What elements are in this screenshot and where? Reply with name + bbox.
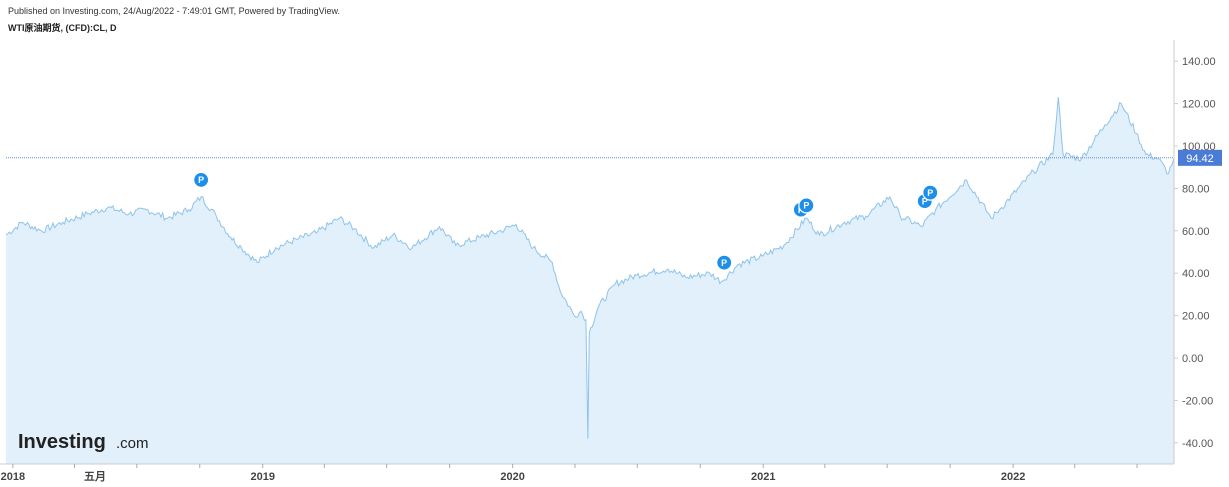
y-tick-label: 100.00 bbox=[1182, 141, 1216, 153]
event-marker[interactable]: P bbox=[716, 254, 733, 271]
symbol-title: WTI原油期货, (CFD):CL, D bbox=[8, 23, 117, 33]
area-layer bbox=[5, 97, 1175, 464]
event-marker-circle[interactable] bbox=[922, 184, 939, 201]
series-line bbox=[5, 97, 1175, 439]
event-marker-label: P bbox=[922, 196, 928, 206]
x-tick-label: 2021 bbox=[751, 471, 775, 483]
y-tick-label: -40.00 bbox=[1182, 438, 1213, 450]
x-tick-label: 2020 bbox=[500, 471, 524, 483]
last-price-tag bbox=[1178, 149, 1222, 166]
x-tick-label: 2019 bbox=[250, 471, 274, 483]
last-price-label: 94.42 bbox=[1186, 153, 1214, 165]
logo-suffix: .com bbox=[116, 435, 149, 452]
event-marker-circle[interactable] bbox=[798, 197, 815, 214]
event-marker-circle[interactable] bbox=[716, 254, 733, 271]
series-area-fill bbox=[6, 97, 1174, 464]
event-marker-label: P bbox=[721, 258, 727, 268]
y-tick-label: 0.00 bbox=[1182, 353, 1203, 365]
investing-logo: Investing .com bbox=[18, 431, 149, 453]
price-line-layer: 94.42 bbox=[6, 149, 1222, 166]
event-marker[interactable]: P bbox=[798, 197, 815, 214]
logo-main: Investing bbox=[18, 431, 106, 453]
x-tick-label: 五月 bbox=[84, 470, 106, 483]
axis-layer: 140.00 120.00 100.00 80.00 60.00 40.00 20.00 0.… bbox=[0, 40, 1216, 483]
event-marker[interactable]: P bbox=[922, 184, 939, 201]
y-tick-label: 80.00 bbox=[1182, 183, 1210, 195]
marker-layer: PPPPPP bbox=[193, 171, 939, 271]
y-tick-label: 20.00 bbox=[1182, 311, 1210, 323]
event-marker-label: P bbox=[927, 188, 933, 198]
y-tick-label: 120.00 bbox=[1182, 99, 1216, 111]
y-tick-label: 140.00 bbox=[1182, 56, 1216, 68]
x-tick-label: 2022 bbox=[1001, 471, 1025, 483]
event-marker-label: P bbox=[198, 175, 204, 185]
event-marker-circle[interactable] bbox=[193, 171, 210, 189]
event-marker-label: P bbox=[803, 201, 809, 211]
published-note: Published on Investing.com, 24/Aug/2022 … bbox=[8, 6, 341, 16]
y-tick-label: 40.00 bbox=[1182, 268, 1210, 280]
x-tick-label: 2018 bbox=[1, 471, 25, 483]
event-marker[interactable]: P bbox=[193, 171, 210, 189]
y-tick-label: -20.00 bbox=[1182, 395, 1213, 407]
y-tick-label: 60.00 bbox=[1182, 226, 1210, 238]
